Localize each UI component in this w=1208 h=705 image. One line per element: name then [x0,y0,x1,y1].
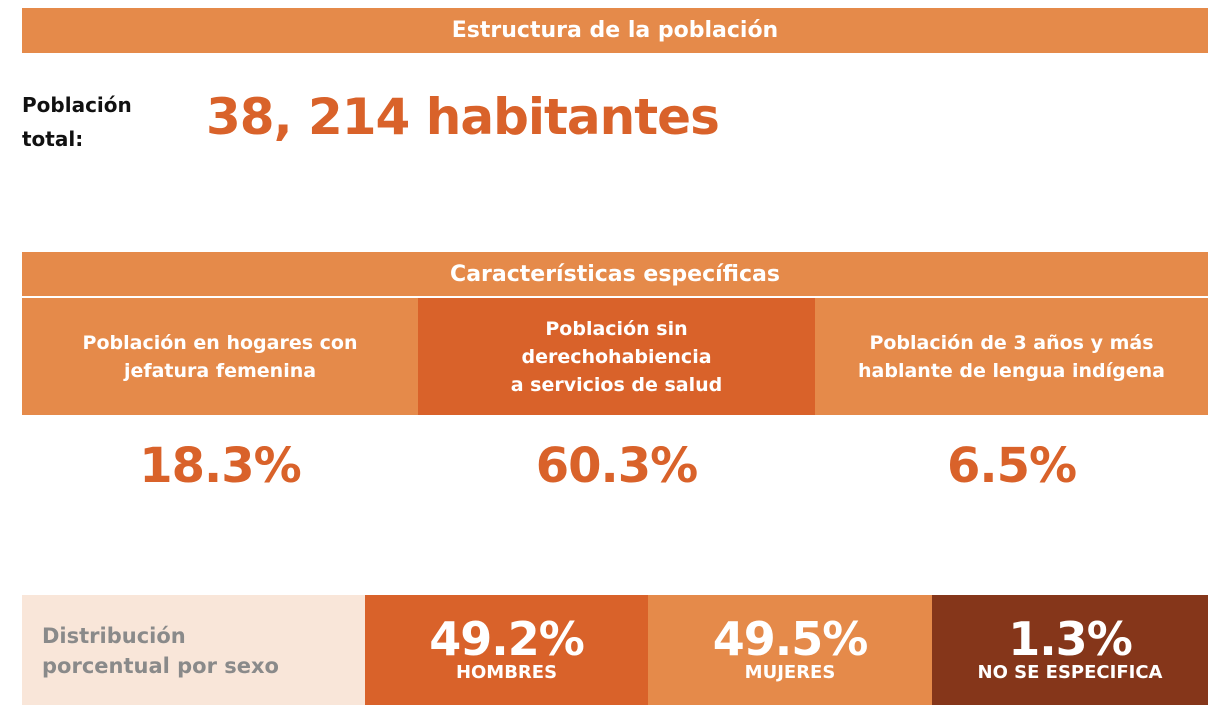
indicator-value: 6.5% [946,438,1077,494]
section-header: Estructura de la población [22,8,1208,53]
sex-box: 1.3% NO SE ESPECIFICA [932,595,1208,705]
indicator-label: Población de 3 años y más [869,331,1154,354]
indicator-label: Población en hogares con [82,331,358,354]
header-title: Estructura de la población [451,18,779,43]
indicator-box: Población sin derechohabiencia a servici… [418,298,815,415]
sex-label: porcentual por sexo [42,654,279,678]
sex-label: Distribución [42,624,186,648]
total-label-line: Población [22,93,132,117]
sex-value: 49.2% [429,612,585,666]
specific-title: Características específicas [450,261,780,287]
indicator-label: Población sin [545,317,688,340]
sex-label-box: Distribución porcentual por sexo [22,595,365,705]
sex-value: 49.5% [712,612,869,666]
indicator-label: hablante de lengua indígena [858,359,1165,382]
indicator-value: 18.3% [139,438,302,494]
total-value: 38, 214 habitantes [206,88,720,146]
indicator-value: 60.3% [535,438,699,494]
sex-box: 49.5% MUJERES [648,595,932,705]
section-header: Características específicas [22,252,1208,296]
sex-value: 1.3% [1008,612,1133,666]
indicator-box: Población de 3 años y más hablante de le… [815,298,1208,415]
total-label: Población total: [22,88,132,156]
sex-category: NO SE ESPECIFICA [977,662,1163,683]
sex-category: HOMBRES [455,662,558,683]
sex-category: MUJERES [744,662,836,683]
indicator-label: jefatura femenina [123,359,317,382]
indicator-box: Población en hogares con jefatura femeni… [22,298,418,415]
sex-box: 49.2% HOMBRES [365,595,648,705]
total-label-line: total: [22,127,84,151]
indicator-label: a servicios de salud [510,373,723,396]
indicator-label: derechohabiencia [521,345,712,368]
